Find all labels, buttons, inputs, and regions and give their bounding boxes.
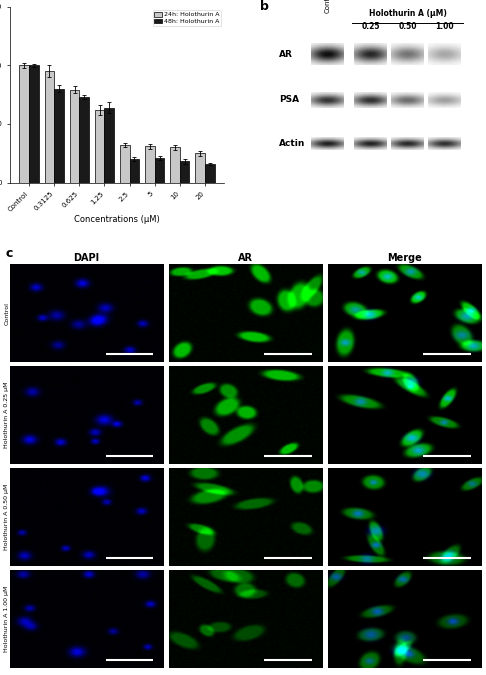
Bar xyxy=(170,147,180,182)
Bar xyxy=(79,97,89,182)
Bar xyxy=(155,158,164,182)
Text: PSA: PSA xyxy=(279,95,299,105)
Text: Control: Control xyxy=(325,0,331,13)
Text: b: b xyxy=(260,0,269,13)
Bar xyxy=(195,153,205,182)
Text: AR: AR xyxy=(279,50,293,59)
Text: c: c xyxy=(5,247,12,260)
Y-axis label: Control: Control xyxy=(4,302,9,325)
Bar xyxy=(120,145,130,182)
Title: Merge: Merge xyxy=(387,253,422,263)
Bar xyxy=(29,65,38,182)
Text: Actin: Actin xyxy=(279,140,305,148)
Text: 0.25: 0.25 xyxy=(362,22,380,30)
Text: 1.00: 1.00 xyxy=(435,22,453,30)
Bar xyxy=(54,89,64,182)
Bar xyxy=(145,146,155,182)
Y-axis label: Holothurin A 0.50 μM: Holothurin A 0.50 μM xyxy=(4,484,9,550)
Legend: 24h: Holothurin A, 48h: Holothurin A: 24h: Holothurin A, 48h: Holothurin A xyxy=(153,10,221,26)
Bar xyxy=(19,65,29,182)
X-axis label: Concentrations (μM): Concentrations (μM) xyxy=(74,215,160,224)
Bar xyxy=(130,159,139,182)
Bar xyxy=(104,107,114,182)
Text: 0.50: 0.50 xyxy=(399,22,417,30)
Bar xyxy=(180,161,190,182)
Y-axis label: Holothurin A 1.00 μM: Holothurin A 1.00 μM xyxy=(4,586,9,652)
Text: Holothurin A (μM): Holothurin A (μM) xyxy=(368,9,447,18)
Y-axis label: Holothurin A 0.25 μM: Holothurin A 0.25 μM xyxy=(4,382,9,448)
Bar xyxy=(205,164,215,182)
Title: AR: AR xyxy=(238,253,253,263)
Title: DAPI: DAPI xyxy=(73,253,100,263)
Bar xyxy=(70,90,79,182)
Bar xyxy=(95,110,104,182)
Bar xyxy=(45,72,54,182)
